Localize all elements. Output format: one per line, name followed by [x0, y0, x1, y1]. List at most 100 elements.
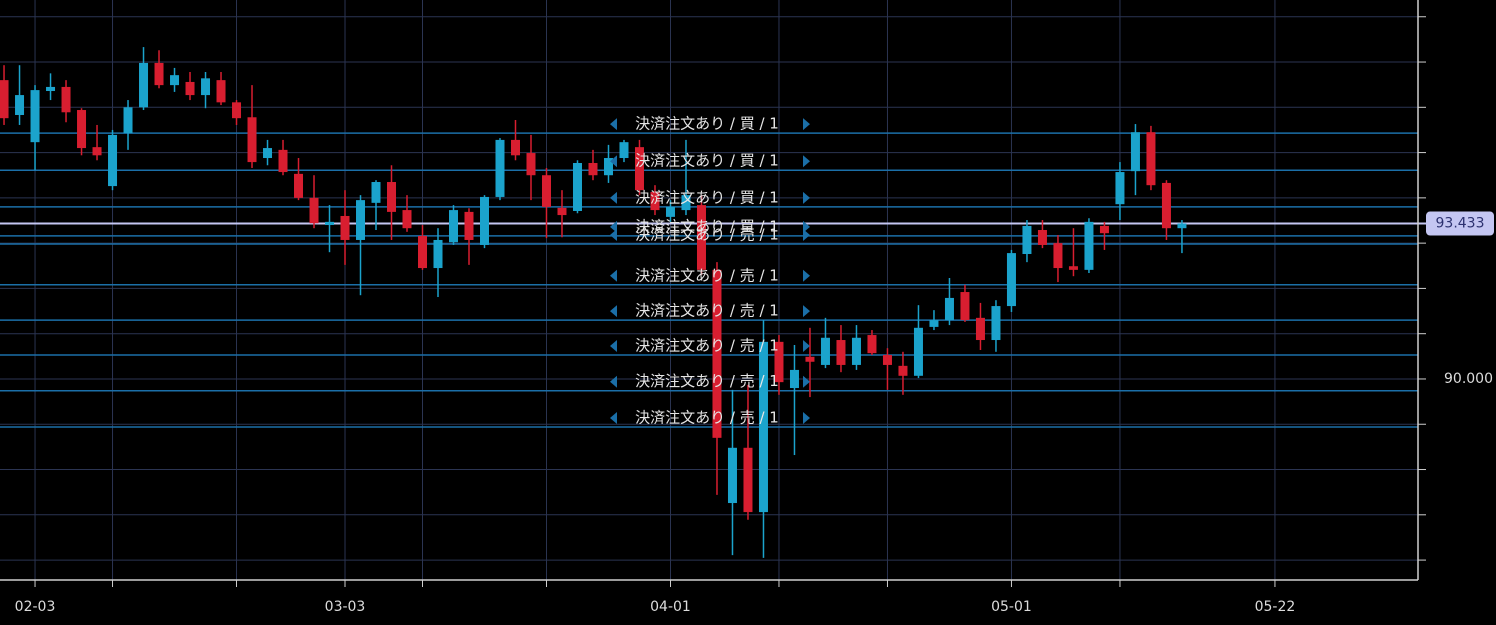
x-tick-label: 04-01: [650, 599, 691, 615]
candle-body: [991, 306, 1001, 341]
candle-body: [603, 158, 613, 176]
candle-body: [650, 191, 660, 211]
candle-body: [108, 134, 118, 187]
candle-body: [1177, 223, 1187, 229]
candle-body: [185, 81, 195, 96]
candle-body: [619, 142, 629, 159]
order-label: 決済注文あり / 買 / 1: [635, 115, 779, 133]
order-arrow: [803, 191, 810, 204]
candle-body: [743, 447, 753, 513]
candle-body: [851, 337, 861, 365]
order-label: 決済注文あり / 買 / 1: [635, 152, 779, 170]
order-arrow: [610, 375, 617, 388]
order-label: 決済注文あり / 売 / 1: [635, 302, 779, 320]
candle-body: [418, 235, 428, 269]
candle-body: [77, 110, 87, 149]
candle-body: [975, 317, 985, 341]
order-arrow: [803, 339, 810, 352]
order-arrow: [610, 191, 617, 204]
candle-body: [154, 62, 164, 86]
candle-body: [526, 153, 536, 176]
order-arrow: [803, 155, 810, 168]
candle-body: [402, 210, 412, 229]
order-label: 決済注文あり / 買 / 1: [635, 217, 779, 235]
candle-body: [1084, 221, 1094, 270]
candle-body: [92, 147, 102, 156]
candle-body: [1053, 243, 1063, 269]
candle-body: [929, 320, 939, 327]
candle-body: [1006, 253, 1016, 307]
candle-body: [495, 139, 505, 197]
candle-body: [882, 354, 892, 365]
candle-body: [216, 80, 226, 103]
candle-body: [1099, 225, 1109, 234]
order-arrow: [803, 220, 810, 233]
order-arrow: [610, 305, 617, 318]
x-tick-label: 05-22: [1255, 599, 1296, 615]
order-arrow: [610, 411, 617, 424]
candle-body: [913, 327, 923, 376]
x-tick-label: 05-01: [991, 599, 1032, 615]
candle-body: [572, 162, 582, 211]
candle-body: [789, 369, 799, 389]
order-arrow: [610, 118, 617, 131]
order-arrow: [803, 411, 810, 424]
candle-body: [325, 221, 335, 226]
candle-body: [433, 239, 443, 269]
candle-body: [1037, 230, 1047, 245]
candle-body: [356, 200, 366, 240]
candle-body: [123, 107, 133, 134]
candle-body: [774, 341, 784, 383]
candle-body: [557, 207, 567, 216]
candle-body: [0, 80, 9, 119]
order-arrow: [803, 305, 810, 318]
candle-body: [61, 86, 71, 113]
order-label: 決済注文あり / 売 / 1: [635, 372, 779, 390]
order-arrow: [610, 220, 617, 233]
candle-body: [387, 182, 397, 212]
order-label: 決済注文あり / 買 / 1: [635, 188, 779, 206]
candle-body: [820, 337, 830, 365]
order-label: 決済注文あり / 売 / 1: [635, 408, 779, 426]
order-label: 決済注文あり / 売 / 1: [635, 336, 779, 354]
order-arrow: [803, 269, 810, 282]
order-arrow: [610, 155, 617, 168]
candle-body: [46, 86, 56, 92]
candle-body: [712, 269, 722, 438]
candle-body: [588, 162, 598, 176]
candle-body: [170, 75, 180, 86]
candle-body: [30, 90, 40, 143]
y-tick-label: 90.000: [1444, 371, 1493, 387]
candle-body: [448, 210, 458, 243]
candle-body: [727, 447, 737, 504]
candle-body: [464, 211, 474, 240]
candle-body: [634, 147, 644, 191]
candle-body: [541, 175, 551, 207]
candle-body: [758, 341, 768, 513]
current-price-box: [1426, 211, 1494, 236]
order-label: 決済注文あり / 売 / 1: [635, 266, 779, 284]
candle-body: [139, 62, 149, 108]
candle-body: [15, 95, 25, 116]
candle-body: [960, 292, 970, 321]
x-tick-label: 03-03: [325, 599, 366, 615]
candle-body: [944, 297, 954, 321]
candle-body: [681, 195, 691, 211]
candle-body: [1161, 182, 1171, 229]
candle-body: [510, 139, 520, 156]
candle-body: [340, 215, 350, 240]
candle-body: [309, 197, 319, 224]
current-price-label: 93.433: [1436, 216, 1485, 232]
order-arrow: [610, 269, 617, 282]
candle-body: [1022, 225, 1032, 255]
candle-body: [263, 148, 273, 159]
order-label: 決済注文あり / 売 / 1: [635, 226, 779, 244]
candle-body: [898, 365, 908, 376]
candle-body: [278, 149, 288, 173]
candle-body: [1130, 132, 1140, 172]
candle-body: [371, 182, 381, 203]
candle-body: [294, 173, 304, 198]
order-arrow: [803, 375, 810, 388]
